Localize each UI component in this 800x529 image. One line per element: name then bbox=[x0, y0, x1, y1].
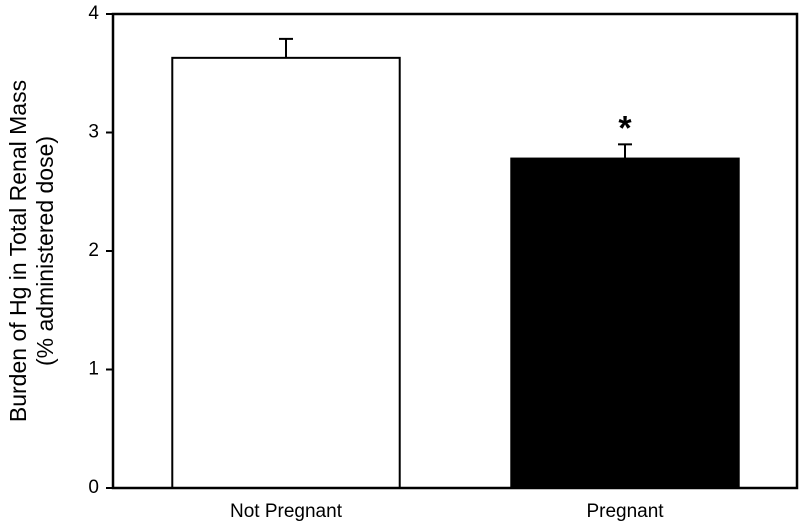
x-tick-label: Pregnant bbox=[586, 501, 664, 522]
error-bar bbox=[618, 143, 632, 159]
y-axis-label: Burden of Hg in Total Renal Mass bbox=[5, 80, 31, 422]
y-tick-label: 0 bbox=[88, 477, 99, 498]
y-tick-label: 2 bbox=[88, 240, 99, 261]
error-bar bbox=[279, 37, 293, 58]
significance-label: * bbox=[618, 109, 632, 147]
plot-frame bbox=[111, 12, 799, 490]
y-tick-label: 3 bbox=[88, 122, 99, 143]
y-tick-label: 4 bbox=[88, 3, 99, 24]
bar bbox=[171, 56, 401, 489]
x-tick-label: Not Pregnant bbox=[230, 501, 343, 522]
y-tick-label: 1 bbox=[88, 359, 99, 380]
bar bbox=[510, 157, 740, 489]
y-axis-label: (% administered dose) bbox=[32, 136, 58, 366]
